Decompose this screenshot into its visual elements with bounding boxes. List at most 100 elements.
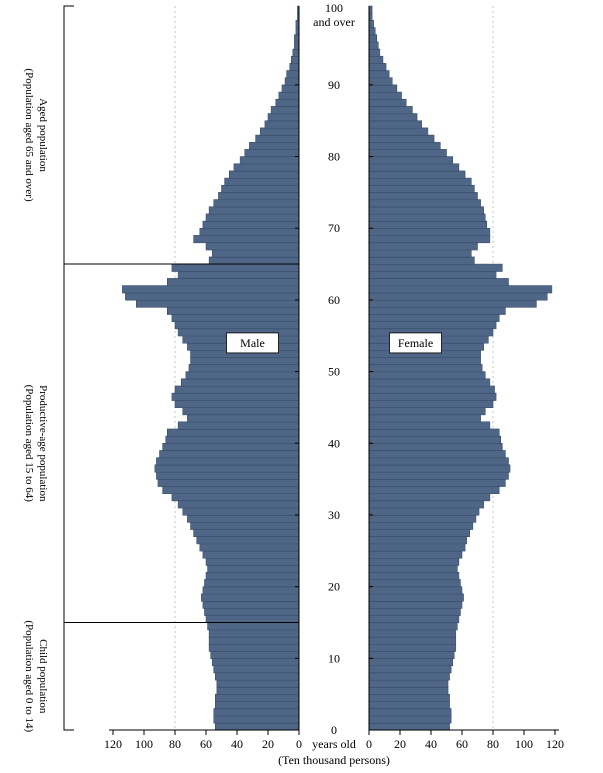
female-bar bbox=[369, 271, 496, 278]
male-bar bbox=[194, 235, 299, 242]
male-bar bbox=[163, 486, 299, 493]
x-tick-label: 80 bbox=[487, 737, 499, 751]
male-bar bbox=[197, 536, 299, 543]
male-bar bbox=[191, 522, 300, 529]
female-bar bbox=[369, 278, 509, 285]
female-bar bbox=[369, 149, 447, 156]
female-bar bbox=[369, 522, 473, 529]
male-bar bbox=[214, 665, 299, 672]
female-bar bbox=[369, 99, 406, 106]
male-bar bbox=[285, 78, 299, 85]
x-tick-label: 0 bbox=[296, 737, 302, 751]
female-bar bbox=[369, 300, 536, 307]
female-bar bbox=[369, 235, 490, 242]
female-bar bbox=[369, 680, 448, 687]
female-bar bbox=[369, 114, 417, 121]
male-bar bbox=[240, 157, 299, 164]
female-bar bbox=[369, 450, 505, 457]
age-tick-label: 30 bbox=[328, 508, 340, 522]
female-bar bbox=[369, 121, 422, 128]
age-top-a: 100 bbox=[325, 1, 343, 15]
female-bar bbox=[369, 178, 471, 185]
female-bar bbox=[369, 665, 451, 672]
female-bar bbox=[369, 572, 459, 579]
age-tick-label: 10 bbox=[328, 651, 340, 665]
female-bar bbox=[369, 286, 552, 293]
age-tick-label: 20 bbox=[328, 580, 340, 594]
male-bar bbox=[125, 293, 299, 300]
age-tick-label: 40 bbox=[328, 436, 340, 450]
center-unit: years old bbox=[312, 737, 356, 751]
x-tick-label: 40 bbox=[425, 737, 437, 751]
female-bar bbox=[369, 658, 453, 665]
female-bar bbox=[369, 436, 501, 443]
female-bar bbox=[369, 579, 460, 586]
male-bar bbox=[194, 529, 299, 536]
age-tick-label: 0 bbox=[331, 723, 337, 737]
male-bar bbox=[214, 708, 299, 715]
x-tick-label: 80 bbox=[169, 737, 181, 751]
male-bar bbox=[225, 178, 299, 185]
female-bar bbox=[369, 551, 462, 558]
male-bar bbox=[212, 250, 299, 257]
male-bar bbox=[172, 314, 299, 321]
x-tick-label: 120 bbox=[104, 737, 122, 751]
age-top-b: and over bbox=[313, 15, 355, 29]
male-bar bbox=[158, 479, 299, 486]
male-bar bbox=[178, 422, 299, 429]
female-bar bbox=[369, 458, 509, 465]
x-tick-label: 0 bbox=[366, 737, 372, 751]
male-bar bbox=[276, 99, 299, 106]
female-legend-label: Female bbox=[398, 336, 433, 350]
male-bar bbox=[215, 694, 299, 701]
age-group-title: Child population bbox=[37, 639, 49, 714]
male-bar bbox=[167, 307, 299, 314]
female-bar bbox=[369, 465, 510, 472]
x-axis-label: (Ten thousand persons) bbox=[278, 753, 390, 767]
female-bar bbox=[369, 587, 462, 594]
female-bar bbox=[369, 429, 499, 436]
age-tick-label: 50 bbox=[328, 365, 340, 379]
female-bar bbox=[369, 28, 375, 35]
male-bar bbox=[234, 164, 299, 171]
male-bar bbox=[212, 658, 299, 665]
male-bar bbox=[156, 458, 299, 465]
population-pyramid-chart: 0020204040606080801001001201200102030405… bbox=[0, 0, 603, 773]
male-bar bbox=[187, 415, 299, 422]
female-bar bbox=[369, 164, 459, 171]
male-bar bbox=[181, 379, 299, 386]
female-bar bbox=[369, 321, 496, 328]
female-bar bbox=[369, 486, 499, 493]
female-bar bbox=[369, 56, 383, 63]
age-group-title: Productive-age population bbox=[37, 385, 49, 502]
x-tick-label: 120 bbox=[546, 737, 564, 751]
male-bar bbox=[249, 142, 299, 149]
male-bar bbox=[209, 637, 299, 644]
male-bar bbox=[136, 300, 299, 307]
female-bar bbox=[369, 393, 496, 400]
female-bar bbox=[369, 379, 490, 386]
male-bar bbox=[208, 622, 299, 629]
female-bar bbox=[369, 307, 505, 314]
age-tick-label: 60 bbox=[328, 293, 340, 307]
male-bar bbox=[183, 508, 299, 515]
female-bar bbox=[369, 207, 484, 214]
male-bar bbox=[155, 465, 299, 472]
chart-background bbox=[0, 0, 603, 773]
male-bar bbox=[200, 544, 299, 551]
age-tick-label: 70 bbox=[328, 221, 340, 235]
male-bar bbox=[203, 551, 299, 558]
female-bar bbox=[369, 673, 450, 680]
male-bar bbox=[214, 200, 299, 207]
male-bar bbox=[229, 171, 299, 178]
female-bar bbox=[369, 493, 490, 500]
female-bar bbox=[369, 443, 502, 450]
x-tick-label: 60 bbox=[456, 737, 468, 751]
female-bar bbox=[369, 42, 378, 49]
female-bar bbox=[369, 71, 389, 78]
female-bar bbox=[369, 372, 485, 379]
male-bar bbox=[172, 493, 299, 500]
male-bar bbox=[268, 114, 299, 121]
male-bar bbox=[175, 386, 299, 393]
female-bar bbox=[369, 615, 459, 622]
